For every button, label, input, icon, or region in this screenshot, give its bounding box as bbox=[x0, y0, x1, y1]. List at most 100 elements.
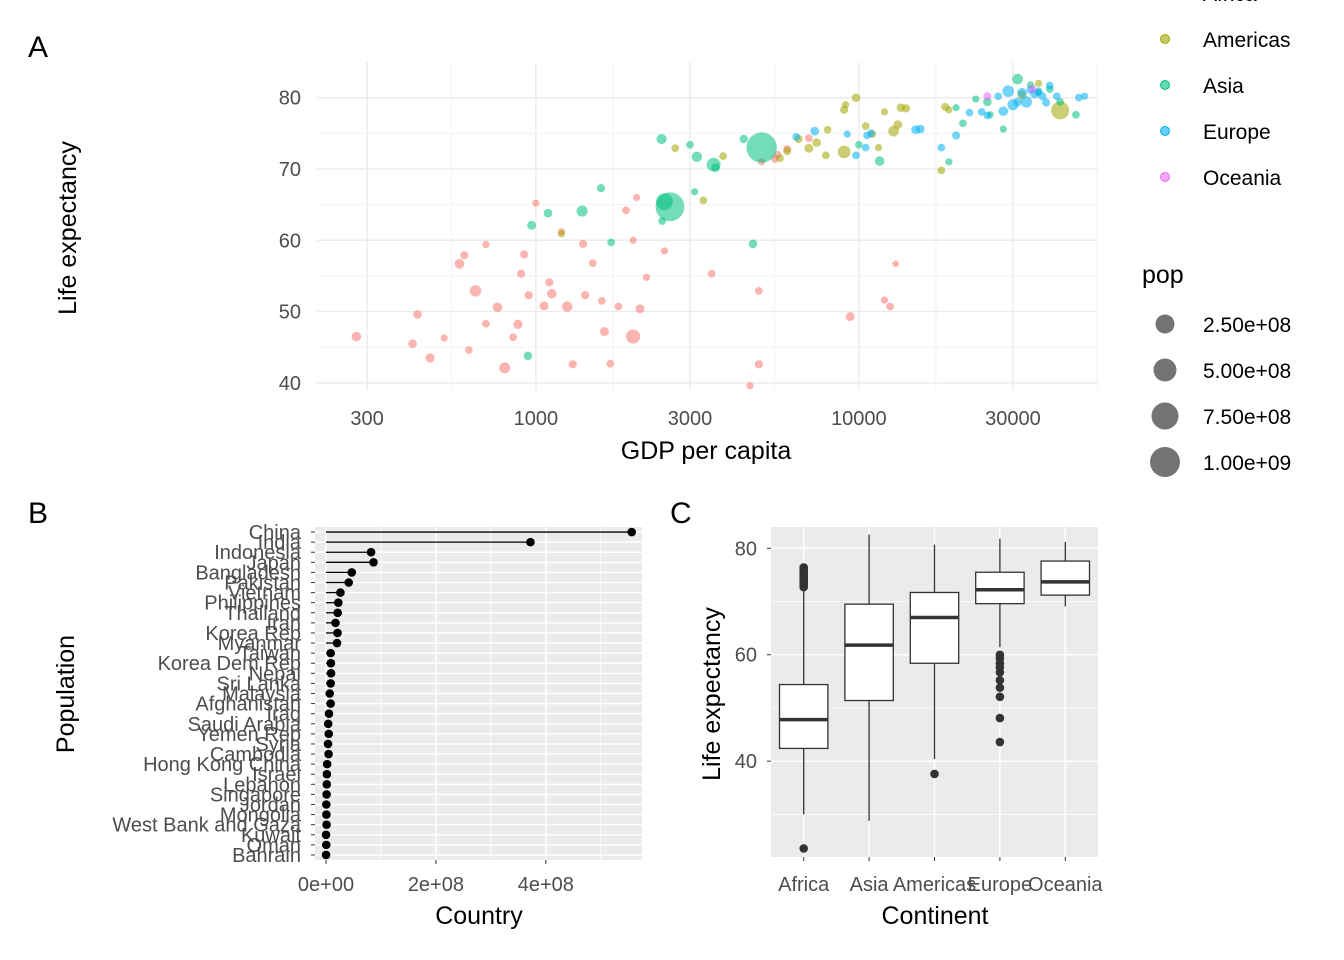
boxplot-box bbox=[844, 603, 894, 702]
lollipop-dot bbox=[321, 840, 331, 850]
boxplot-outlier bbox=[799, 844, 808, 853]
scatter-point bbox=[952, 131, 961, 140]
lollipop-country-label: Mongolia bbox=[220, 805, 302, 827]
scatter-y-axis-title: Life expectancy bbox=[54, 141, 82, 315]
lollipop-country-label: Bahrain bbox=[232, 845, 301, 867]
color-legend-key bbox=[1160, 172, 1170, 182]
lollipop-x-axis-title: Country bbox=[435, 902, 523, 930]
lollipop-country-label: Philippines bbox=[204, 593, 301, 615]
scatter-point bbox=[977, 108, 986, 116]
lollipop-country-label: Hong Kong China bbox=[143, 754, 302, 776]
scatter-point bbox=[527, 220, 537, 230]
lollipop-dot bbox=[347, 568, 357, 577]
lollipop-x-tick-label: 0e+00 bbox=[298, 874, 354, 896]
lollipop-country-label: Korea Rep bbox=[205, 623, 301, 645]
lollipop-country-label: Saudi Arabia bbox=[188, 714, 302, 736]
scatter-point bbox=[671, 144, 680, 153]
scatter-point bbox=[499, 362, 511, 374]
lollipop-dot bbox=[321, 850, 331, 860]
scatter-y-tick-label: 60 bbox=[279, 230, 301, 252]
scatter-point bbox=[746, 382, 754, 390]
panel-tag-a: A bbox=[28, 31, 48, 64]
lollipop-dot bbox=[325, 689, 335, 698]
lollipop-dot bbox=[333, 628, 342, 638]
lollipop-country-label: Lebanon bbox=[223, 774, 301, 796]
lollipop-marks bbox=[321, 527, 637, 860]
scatter-point bbox=[1075, 93, 1083, 102]
scatter-point bbox=[464, 346, 473, 354]
lollipop-dot bbox=[326, 669, 336, 678]
scatter-point bbox=[754, 287, 763, 295]
scatter-point bbox=[614, 302, 623, 311]
scatter-point bbox=[660, 247, 669, 255]
scatter-point bbox=[994, 92, 1003, 101]
scatter-point bbox=[861, 122, 870, 131]
scatter-point bbox=[998, 106, 1009, 117]
boxplot-box bbox=[1040, 560, 1091, 596]
lollipop-dot bbox=[326, 699, 335, 708]
scatter-point bbox=[754, 360, 763, 369]
scatter-point bbox=[546, 288, 557, 299]
scatter-point bbox=[843, 130, 851, 138]
scatter-point bbox=[523, 351, 533, 361]
scatter-point bbox=[1042, 98, 1051, 107]
lollipop-x-ticks: 0e+00 2e+08 4e+08 bbox=[298, 860, 574, 896]
boxplot-x-tick-label: Oceania bbox=[1028, 874, 1103, 896]
scatter-point bbox=[916, 124, 925, 134]
boxplot-outlier bbox=[995, 675, 1005, 685]
scatter-point bbox=[901, 104, 911, 113]
lollipop-dot bbox=[369, 558, 378, 567]
scatter-y-ticks: 40 50 60 70 80 bbox=[279, 88, 301, 395]
boxplot-outlier bbox=[995, 692, 1005, 702]
lollipop-dot bbox=[526, 537, 535, 547]
scatter-point bbox=[837, 145, 851, 159]
scatter-point bbox=[543, 208, 553, 218]
scatter-point bbox=[983, 97, 992, 107]
boxplot-outlier bbox=[930, 769, 939, 779]
scatter-point bbox=[880, 108, 889, 116]
lollipop-dot bbox=[627, 527, 637, 537]
scatter-point bbox=[607, 238, 616, 247]
scatter-point bbox=[413, 310, 422, 319]
scatter-point bbox=[776, 154, 784, 163]
lollipop-country-label: Myanmar bbox=[218, 633, 302, 655]
boxplot-outlier bbox=[995, 713, 1005, 723]
color-legend-label: Europe bbox=[1203, 121, 1271, 144]
boxplot-x-tick-label: Americas bbox=[893, 874, 976, 896]
scatter-point bbox=[588, 259, 597, 267]
size-legend-label: 1.00e+09 bbox=[1203, 452, 1291, 475]
continent-color-legend: Africa Americas Asia Europe Oceania bbox=[1160, 0, 1291, 190]
scatter-point bbox=[656, 133, 667, 145]
size-legend-key bbox=[1153, 358, 1177, 382]
scatter-x-tick-label: 1000 bbox=[514, 408, 559, 430]
lollipop-dot bbox=[334, 598, 343, 607]
scatter-point bbox=[707, 269, 716, 278]
lollipop-country-label: Yemen Rep bbox=[197, 724, 301, 746]
scatter-x-axis-title: GDP per capita bbox=[621, 437, 792, 465]
panel-tag-b: B bbox=[28, 497, 48, 530]
scatter-point bbox=[983, 92, 992, 101]
scatter-point bbox=[886, 302, 895, 311]
lollipop-country-label: Vietnam bbox=[228, 583, 301, 605]
size-legend-label: 2.50e+08 bbox=[1203, 314, 1291, 337]
scatter-point bbox=[783, 147, 792, 156]
scatter-point bbox=[945, 158, 953, 166]
lollipop-country-label: Iran bbox=[267, 613, 301, 635]
scatter-point bbox=[492, 302, 503, 313]
scatter-point bbox=[557, 230, 566, 238]
lollipop-country-labels: ChinaIndiaIndonesiaJapanBangladeshPakist… bbox=[112, 522, 315, 867]
scatter-point bbox=[568, 360, 577, 369]
lollipop-dot bbox=[324, 709, 334, 718]
lollipop-dot bbox=[333, 608, 342, 618]
boxplot-x-tick-label: Asia bbox=[850, 874, 890, 896]
scatter-point bbox=[739, 134, 749, 144]
scatter-point bbox=[867, 129, 875, 138]
boxplot-y-tick-label: 40 bbox=[735, 751, 757, 773]
lollipop-dot bbox=[324, 729, 334, 739]
scatter-point bbox=[748, 239, 758, 249]
scatter-point bbox=[1045, 81, 1054, 90]
scatter-y-tick-label: 80 bbox=[279, 88, 301, 110]
lollipop-dot bbox=[322, 820, 331, 829]
